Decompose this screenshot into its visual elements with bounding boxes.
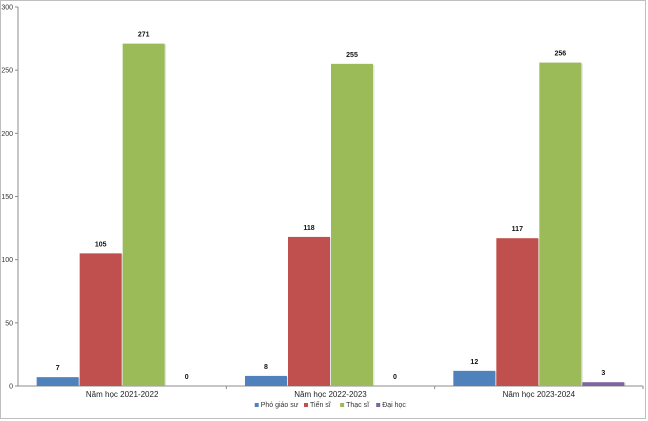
- data-label: 255: [346, 52, 358, 59]
- legend-label: Đại học: [382, 402, 406, 409]
- legend-swatch: [340, 403, 345, 407]
- bar: [245, 375, 287, 386]
- data-label: 0: [185, 374, 189, 381]
- legend-label: Phó giáo sư: [261, 402, 299, 409]
- data-labels: 7 105 271 0 8 118 255 0 12 117 256 3: [56, 32, 606, 381]
- legend-swatch: [254, 403, 259, 407]
- data-label: 7: [56, 365, 60, 372]
- y-tick-label: 250: [1, 68, 13, 75]
- bar: [122, 43, 165, 387]
- bar: [539, 62, 582, 386]
- data-label: 118: [303, 225, 314, 232]
- legend: Phó giáo sư Tiến sĩ Thạc sĩ Đại học: [254, 400, 406, 409]
- data-label: 0: [393, 374, 397, 381]
- y-tick-label: 50: [5, 320, 13, 327]
- legend-swatch: [304, 403, 308, 407]
- y-tick-label: 150: [1, 194, 13, 201]
- data-label: 271: [138, 32, 150, 39]
- bar: [36, 377, 79, 386]
- data-label: 105: [95, 241, 107, 248]
- bar: [582, 382, 625, 386]
- bars: [36, 43, 626, 387]
- bar: [496, 238, 539, 386]
- bar: [453, 370, 496, 386]
- bar: [288, 236, 330, 386]
- data-label: 3: [601, 370, 605, 377]
- y-tick-label: 100: [1, 257, 13, 264]
- bar: [331, 63, 373, 386]
- x-category-label: Năm học 2022-2023: [294, 390, 367, 399]
- data-label: 8: [264, 364, 268, 371]
- y-tick-label: 300: [1, 5, 13, 12]
- legend-label: Tiến sĩ: [310, 400, 332, 409]
- data-label: 256: [554, 51, 566, 58]
- data-label: 117: [512, 226, 523, 233]
- x-category-label: Năm học 2023-2024: [503, 390, 576, 399]
- data-label: 12: [470, 359, 478, 366]
- bar: [79, 253, 122, 386]
- x-category-label: Năm học 2021-2022: [86, 390, 159, 399]
- legend-label: Thạc sĩ: [346, 402, 370, 409]
- y-tick-label: 200: [1, 131, 13, 138]
- y-tick-label: 0: [9, 384, 13, 391]
- legend-swatch: [376, 403, 381, 407]
